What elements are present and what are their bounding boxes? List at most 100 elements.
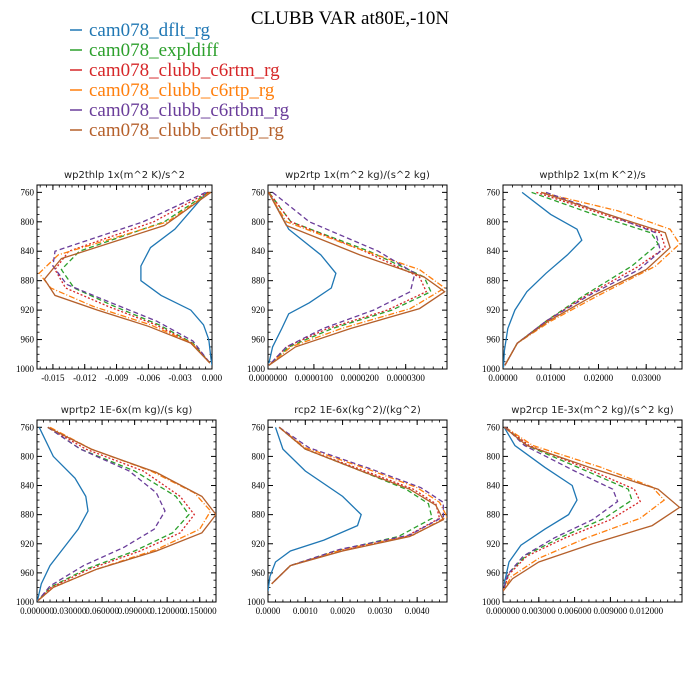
y-tick-label-2-5: 960	[487, 335, 501, 345]
panel-1: wp2rtp 1x(m^2 kg)/(s^2 kg) 760 800 840 880 92…	[247, 170, 448, 383]
series-line-3-1	[37, 426, 190, 601]
series-line-3-4	[37, 426, 166, 601]
y-tick-label-2-0: 760	[487, 187, 501, 197]
x-tick-label-3-3: 0.090000	[118, 606, 152, 616]
x-tick-label-2-3: 0.03000	[632, 373, 662, 383]
series-line-5-5	[503, 426, 681, 592]
series-line-2-2	[504, 191, 667, 366]
x-tick-label-2-2: 0.02000	[584, 373, 614, 383]
series-line-4-0	[268, 427, 362, 592]
x-tick-label-4-1: 0.0010	[293, 606, 318, 616]
panel-frame-0	[36, 184, 213, 370]
x-tick-label-5-1: 0.003000	[522, 606, 556, 616]
y-tick-label-3-0: 760	[21, 422, 35, 432]
series-line-5-0	[503, 426, 578, 584]
panel-2: wpthlp2 1x(m K^2)/s 760 800 840 880 920 960 100…	[482, 170, 683, 383]
series-line-2-5	[504, 191, 671, 366]
panel-frame-1	[267, 184, 448, 370]
x-tick-label-5-2: 0.006000	[558, 606, 592, 616]
panel-title-5: wp2rcp 1E-3x(m^2 kg)/(s^2 kg)	[511, 405, 674, 416]
panel-0: wp2thlp 1x(m^2 K)/s^2 760 800 840 880 920 960 1…	[16, 170, 223, 383]
legend-label-2: cam078_clubb_c6rtm_rg	[89, 60, 280, 81]
series-line-4-4	[271, 426, 444, 585]
series-line-1-4	[268, 191, 416, 366]
x-tick-label-2-1: 0.01000	[536, 373, 566, 383]
y-tick-label-3-4: 920	[21, 539, 35, 549]
series-line-2-3	[504, 191, 681, 366]
legend-label-0: cam078_dflt_rg	[89, 20, 211, 41]
x-tick-label-5-4: 0.012000	[629, 606, 663, 616]
panel-title-2: wpthlp2 1x(m K^2)/s	[539, 170, 645, 181]
x-tick-label-1-0: 0.0000000	[249, 373, 288, 383]
y-tick-label-1-5: 960	[252, 335, 266, 345]
series-line-4-5	[271, 426, 445, 585]
x-tick-label-3-0: 0.000000	[20, 606, 54, 616]
y-tick-label-4-4: 920	[252, 539, 266, 549]
series-line-2-0	[503, 191, 583, 368]
x-tick-label-4-4: 0.0040	[405, 606, 430, 616]
x-tick-label-0-2: -0.009	[105, 373, 129, 383]
panel-title-4: rcp2 1E-6x(kg^2)/(kg^2)	[294, 405, 421, 416]
y-tick-label-4-1: 800	[252, 451, 266, 461]
x-tick-label-0-1: -0.012	[73, 373, 96, 383]
legend-label-5: cam078_clubb_c6rtbp_rg	[89, 120, 284, 141]
y-tick-label-2-1: 800	[487, 217, 501, 227]
x-tick-label-0-5: 0.000	[202, 373, 223, 383]
y-tick-label-3-2: 840	[21, 481, 35, 491]
x-tick-label-0-0: -0.015	[41, 373, 65, 383]
y-tick-label-1-3: 880	[252, 276, 266, 286]
series-line-5-4	[503, 426, 619, 592]
y-tick-label-5-2: 840	[487, 481, 501, 491]
y-tick-label-3-3: 880	[21, 510, 35, 520]
panel-title-1: wp2rtp 1x(m^2 kg)/(s^2 kg)	[285, 170, 430, 181]
y-tick-label-3-1: 800	[21, 451, 35, 461]
y-tick-label-3-6: 1000	[16, 597, 35, 607]
y-tick-label-1-2: 840	[252, 246, 266, 256]
panel-title-3: wprtp2 1E-6x(m kg)/(s kg)	[61, 405, 193, 416]
y-tick-label-5-0: 760	[487, 422, 501, 432]
x-tick-label-4-3: 0.0030	[368, 606, 393, 616]
y-tick-label-0-2: 840	[21, 246, 35, 256]
y-tick-label-0-4: 920	[21, 305, 35, 315]
x-tick-label-5-0: 0.000000	[486, 606, 520, 616]
y-tick-label-2-4: 920	[487, 305, 501, 315]
y-tick-label-2-6: 1000	[482, 364, 501, 374]
series-line-2-4	[504, 191, 662, 366]
legend-label-3: cam078_clubb_c6rtp_rg	[89, 80, 275, 101]
x-tick-label-2-0: 0.00000	[488, 373, 518, 383]
series-line-2-1	[504, 191, 659, 366]
x-tick-label-3-5: 0.150000	[183, 606, 217, 616]
y-tick-label-4-0: 760	[252, 422, 266, 432]
y-tick-label-1-6: 1000	[247, 364, 266, 374]
x-tick-label-3-1: 0.030000	[53, 606, 87, 616]
y-tick-label-5-6: 1000	[482, 597, 501, 607]
y-tick-label-4-5: 960	[252, 568, 266, 578]
series-line-1-5	[268, 192, 446, 366]
y-tick-label-2-2: 840	[487, 246, 501, 256]
series-line-5-2	[503, 426, 642, 592]
x-tick-label-4-2: 0.0020	[330, 606, 355, 616]
series-line-3-3	[37, 426, 212, 601]
x-tick-label-1-1: 0.0000100	[295, 373, 334, 383]
x-tick-label-4-0: 0.0000	[256, 606, 281, 616]
x-tick-label-3-4: 0.120000	[150, 606, 184, 616]
legend-label-4: cam078_clubb_c6rtbm_rg	[89, 100, 290, 121]
series-line-3-5	[37, 426, 216, 601]
series-line-4-3	[271, 426, 447, 585]
y-tick-label-3-5: 960	[21, 568, 35, 578]
series-line-3-0	[37, 427, 89, 601]
y-tick-label-4-6: 1000	[247, 597, 266, 607]
y-tick-label-1-4: 920	[252, 305, 266, 315]
y-tick-label-0-5: 960	[21, 335, 35, 345]
y-tick-label-1-0: 760	[252, 187, 266, 197]
panel-frame-5	[502, 419, 683, 603]
series-line-5-3	[503, 426, 666, 592]
series-line-1-3	[268, 192, 446, 366]
x-tick-label-1-3: 0.0000300	[387, 373, 426, 383]
y-tick-label-0-0: 760	[21, 187, 35, 197]
legend: cam078_dflt_rgcam078_expldiffcam078_club…	[70, 20, 290, 141]
series-line-1-2	[268, 192, 428, 366]
x-tick-label-5-3: 0.009000	[594, 606, 628, 616]
y-tick-label-4-3: 880	[252, 510, 266, 520]
